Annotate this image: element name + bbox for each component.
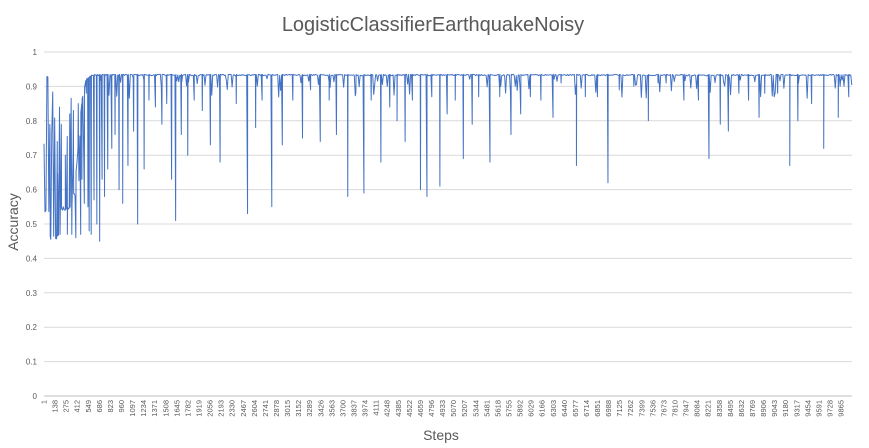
x-tick-label: 1097 xyxy=(128,400,137,417)
x-tick-label: 1 xyxy=(40,400,49,404)
x-tick-label: 8084 xyxy=(693,400,702,417)
x-tick-label: 2056 xyxy=(206,400,215,417)
x-tick-label: 4933 xyxy=(438,400,447,417)
x-tick-label: 5344 xyxy=(471,400,480,417)
x-tick-label: 7262 xyxy=(626,400,635,417)
y-tick-label: 0.1 xyxy=(26,358,38,367)
x-tick-label: 412 xyxy=(73,400,82,413)
x-tick-label: 2878 xyxy=(272,400,281,417)
y-tick-label: 0.8 xyxy=(26,117,38,126)
x-tick-label: 9180 xyxy=(781,400,790,417)
x-tick-label: 5618 xyxy=(493,400,502,417)
x-tick-label: 2741 xyxy=(261,400,270,417)
y-tick-label: 1 xyxy=(33,48,38,57)
x-tick-label: 7399 xyxy=(637,400,646,417)
x-tick-label: 6714 xyxy=(582,400,591,417)
x-tick-label: 2330 xyxy=(228,400,237,417)
x-tick-label: 8358 xyxy=(715,400,724,417)
x-tick-label: 2193 xyxy=(217,400,226,417)
y-axis-title: Accuracy xyxy=(5,193,21,251)
y-tick-label: 0.5 xyxy=(26,220,38,229)
x-tick-label: 7673 xyxy=(659,400,668,417)
x-tick-label: 8495 xyxy=(726,400,735,417)
x-tick-label: 5207 xyxy=(460,400,469,417)
y-tick-label: 0.7 xyxy=(26,151,38,160)
x-tick-label: 9865 xyxy=(837,400,846,417)
x-tick-label: 4385 xyxy=(394,400,403,417)
x-tick-label: 3426 xyxy=(316,400,325,417)
x-tick-label: 960 xyxy=(117,400,126,413)
x-tick-label: 6166 xyxy=(538,400,547,417)
x-tick-label: 9728 xyxy=(826,400,835,417)
x-tick-label: 549 xyxy=(84,400,93,413)
x-tick-label: 7125 xyxy=(615,400,624,417)
y-tick-label: 0.3 xyxy=(26,289,38,298)
x-tick-label: 7947 xyxy=(682,400,691,417)
x-tick-label: 2604 xyxy=(250,400,259,417)
x-tick-label: 4248 xyxy=(383,400,392,417)
x-tick-label: 6440 xyxy=(560,400,569,417)
x-tick-label: 3837 xyxy=(349,400,358,417)
x-axis-title: Steps xyxy=(423,427,459,443)
accuracy-series xyxy=(43,73,853,242)
x-tick-label: 4659 xyxy=(416,400,425,417)
x-tick-label: 2467 xyxy=(239,400,248,417)
x-tick-label: 4796 xyxy=(427,400,436,417)
y-tick-label: 0.6 xyxy=(26,186,38,195)
y-tick-label: 0.2 xyxy=(26,323,38,332)
y-tick-label: 0 xyxy=(33,392,38,401)
x-tick-label: 7810 xyxy=(671,400,680,417)
x-tick-label: 8632 xyxy=(737,400,746,417)
x-tick-label: 6577 xyxy=(571,400,580,417)
accuracy-line xyxy=(43,73,853,242)
x-tick-label: 5070 xyxy=(449,400,458,417)
x-tick-label: 275 xyxy=(62,400,71,413)
x-tick-label: 138 xyxy=(51,400,60,413)
x-tick-label: 6303 xyxy=(549,400,558,417)
y-axis-tick-labels: 0 0.1 0.2 0.3 0.4 0.5 0.6 0.7 0.8 0.9 1 xyxy=(26,48,38,401)
x-tick-label: 1645 xyxy=(172,400,181,417)
y-tick-label: 0.9 xyxy=(26,82,38,91)
x-tick-label: 1919 xyxy=(194,400,203,417)
x-tick-label: 8906 xyxy=(759,400,768,417)
x-tick-label: 1371 xyxy=(150,400,159,417)
x-tick-label: 1782 xyxy=(183,400,192,417)
y-tick-label: 0.4 xyxy=(26,254,38,263)
chart-title: LogisticClassifierEarthquakeNoisy xyxy=(282,14,584,36)
x-axis-tick-labels: 1 138 275 412 549 686 823 960 1097 1234 1371 1508 16… xyxy=(40,400,846,417)
x-tick-label: 5481 xyxy=(482,400,491,417)
x-tick-label: 823 xyxy=(106,400,115,413)
x-tick-label: 686 xyxy=(95,400,104,413)
x-tick-label: 3700 xyxy=(338,400,347,417)
x-tick-label: 3563 xyxy=(327,400,336,417)
x-tick-label: 5892 xyxy=(516,400,525,417)
x-tick-label: 9591 xyxy=(814,400,823,417)
x-tick-label: 4522 xyxy=(405,400,414,417)
x-tick-label: 4111 xyxy=(372,400,381,416)
x-tick-label: 8769 xyxy=(748,400,757,417)
x-tick-label: 1508 xyxy=(161,400,170,417)
x-tick-label: 3974 xyxy=(361,400,370,417)
x-tick-label: 5755 xyxy=(504,400,513,417)
x-tick-label: 8221 xyxy=(704,400,713,417)
x-tick-label: 1234 xyxy=(139,400,148,417)
x-tick-label: 9454 xyxy=(803,400,812,417)
x-tick-label: 6851 xyxy=(593,400,602,417)
x-tick-label: 3152 xyxy=(294,400,303,417)
x-tick-label: 7536 xyxy=(648,400,657,417)
x-tick-label: 9317 xyxy=(792,400,801,417)
x-tick-label: 3289 xyxy=(305,400,314,417)
x-tick-label: 9043 xyxy=(770,400,779,417)
x-tick-label: 6988 xyxy=(604,400,613,417)
x-tick-label: 6029 xyxy=(527,400,536,417)
gridlines xyxy=(44,51,852,397)
x-tick-label: 3015 xyxy=(283,400,292,417)
